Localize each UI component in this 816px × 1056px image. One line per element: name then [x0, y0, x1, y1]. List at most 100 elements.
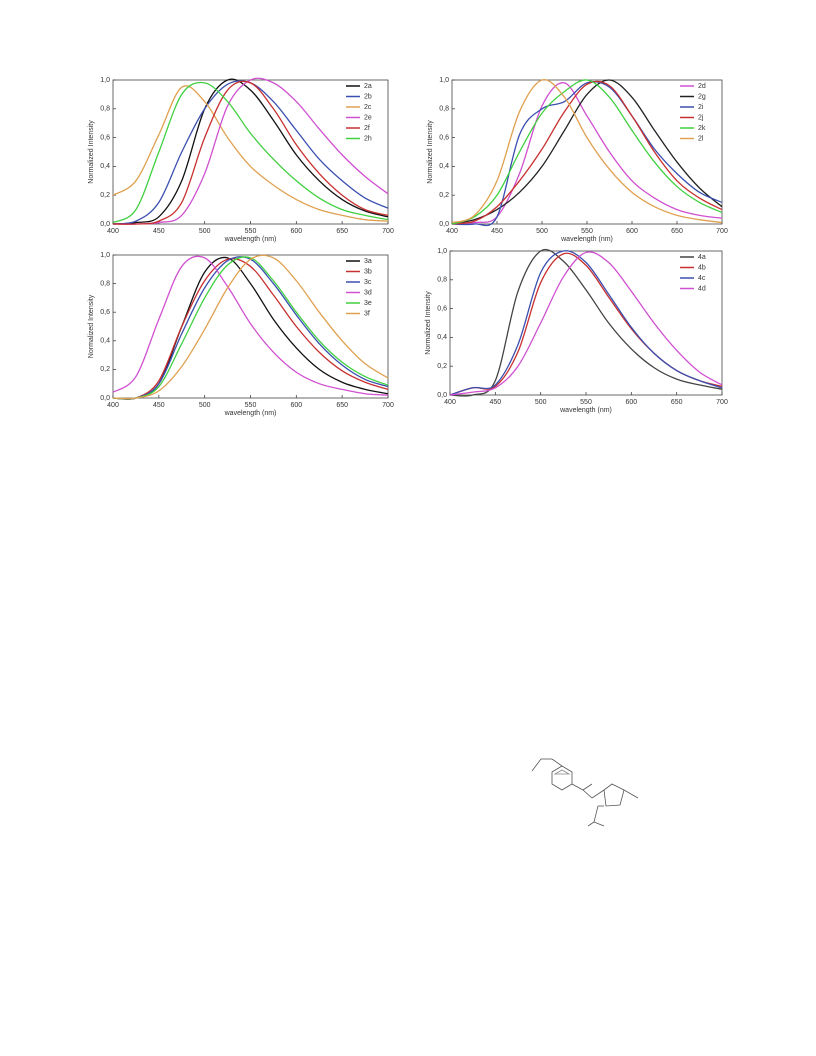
legend-label: 3d: [364, 289, 372, 296]
plot-frame: [451, 79, 723, 225]
x-tick-label: 650: [336, 228, 348, 235]
legend-label: 3a: [364, 258, 372, 265]
x-axis-label: wavelength (nm): [224, 236, 277, 243]
x-tick-label: 500: [199, 402, 211, 409]
x-tick-label: 450: [491, 228, 503, 235]
legend-label: 2b: [364, 93, 372, 100]
data-line: [112, 257, 389, 400]
legend-label: 4b: [698, 264, 706, 271]
y-tick-label: 0,6: [100, 134, 110, 141]
x-tick-label: 450: [153, 402, 165, 409]
x-axis-label: wavelength (nm): [559, 407, 612, 414]
data-line: [449, 250, 723, 396]
x-tick-label: 700: [716, 399, 728, 406]
legend-label: 3b: [364, 268, 372, 275]
data-line: [112, 81, 389, 224]
legend-label: 2g: [698, 93, 706, 100]
data-line: [112, 254, 389, 400]
legend-label: 2j: [698, 114, 704, 121]
y-tick-label: 0,8: [100, 280, 110, 287]
y-tick-label: 1,0: [100, 77, 110, 84]
x-tick-label: 600: [626, 228, 638, 235]
y-tick-label: 1,0: [437, 248, 447, 255]
y-tick-label: 0,2: [439, 192, 449, 199]
data-line: [451, 82, 723, 225]
chemical-structure: [531, 758, 639, 827]
legend-label: 3e: [364, 300, 372, 307]
y-tick-label: 0,6: [439, 134, 449, 141]
y-tick-label: 0,2: [100, 192, 110, 199]
x-tick-label: 550: [245, 402, 257, 409]
x-tick-label: 400: [446, 228, 458, 235]
y-tick-label: 0,4: [100, 163, 110, 170]
data-line: [451, 79, 723, 225]
x-axis-label: wavelength (nm): [560, 236, 613, 243]
legend-label: 2f: [364, 125, 370, 132]
legend-label: 2h: [364, 135, 372, 142]
x-tick-label: 700: [716, 228, 728, 235]
plot-frame: [112, 254, 389, 399]
x-axis-label: wavelength (nm): [224, 410, 277, 417]
data-line: [112, 255, 389, 396]
legend-label: 2k: [698, 125, 706, 132]
y-axis-label: Normalized Intensity: [425, 291, 432, 355]
data-line: [112, 77, 389, 225]
data-line: [451, 79, 723, 224]
x-tick-label: 550: [581, 228, 593, 235]
data-line: [112, 256, 389, 400]
x-tick-label: 550: [580, 399, 592, 406]
x-tick-label: 500: [536, 228, 548, 235]
x-tick-label: 700: [382, 228, 394, 235]
legend-label: 4d: [698, 285, 706, 292]
x-tick-label: 550: [245, 228, 257, 235]
legend-label: 4c: [698, 275, 706, 282]
x-tick-label: 600: [625, 399, 637, 406]
y-tick-label: 0,6: [100, 309, 110, 316]
x-tick-label: 650: [671, 399, 683, 406]
legend-label: 2l: [698, 135, 704, 142]
x-tick-label: 500: [199, 228, 211, 235]
data-line: [449, 251, 723, 396]
y-tick-label: 0,0: [100, 221, 110, 228]
x-tick-label: 650: [671, 228, 683, 235]
legend-label: 2i: [698, 104, 704, 111]
data-line: [451, 80, 723, 225]
legend-label: 2d: [698, 83, 706, 90]
y-tick-label: 0,8: [439, 106, 449, 113]
x-tick-label: 450: [489, 399, 501, 406]
legend-label: 4a: [698, 254, 706, 261]
data-line: [451, 81, 723, 227]
y-tick-label: 0,4: [437, 334, 447, 341]
x-tick-label: 500: [535, 399, 547, 406]
legend-label: 2a: [364, 83, 372, 90]
legend-label: 3c: [364, 279, 372, 286]
y-axis-label: Normalized Intensity: [427, 120, 434, 184]
y-axis-label: Normalized Intensity: [88, 294, 95, 358]
x-tick-label: 400: [107, 402, 119, 409]
y-tick-label: 0,0: [100, 395, 110, 402]
data-line: [112, 256, 389, 400]
y-tick-label: 0,2: [437, 363, 447, 370]
data-line: [112, 78, 389, 225]
x-tick-label: 650: [336, 402, 348, 409]
legend-label: 3f: [364, 310, 370, 317]
x-tick-label: 600: [290, 402, 302, 409]
x-tick-label: 450: [153, 228, 165, 235]
x-tick-label: 400: [107, 228, 119, 235]
data-line: [112, 80, 389, 225]
x-tick-label: 700: [382, 402, 394, 409]
y-tick-label: 1,0: [439, 77, 449, 84]
y-tick-label: 0,8: [437, 277, 447, 284]
y-tick-label: 0,4: [439, 163, 449, 170]
y-tick-label: 0,2: [100, 366, 110, 373]
legend-label: 2e: [364, 114, 372, 121]
data-line: [112, 256, 389, 400]
y-tick-label: 1,0: [100, 252, 110, 259]
y-tick-label: 0,6: [437, 305, 447, 312]
y-tick-label: 0,8: [100, 106, 110, 113]
data-line: [112, 85, 389, 222]
data-line: [449, 248, 723, 397]
y-tick-label: 0,0: [439, 221, 449, 228]
